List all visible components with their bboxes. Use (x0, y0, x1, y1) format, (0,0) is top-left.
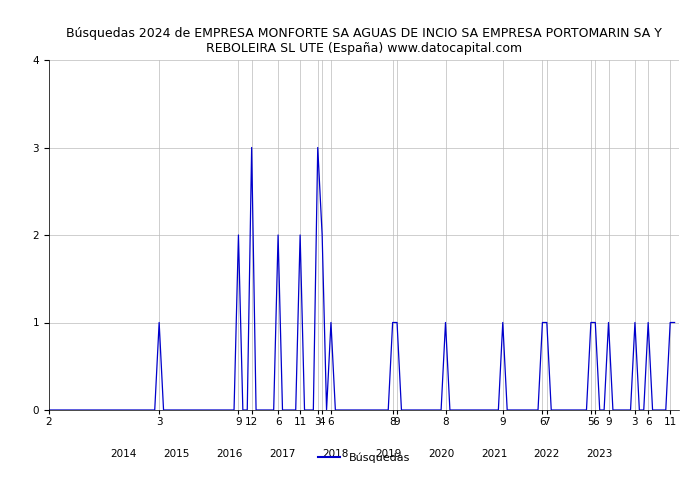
Búsquedas (248, 144, 256, 150)
Text: 2021: 2021 (481, 449, 508, 459)
Búsquedas (66, 407, 75, 413)
Text: 2023: 2023 (587, 449, 613, 459)
Búsquedas (671, 320, 679, 326)
Legend: Búsquedas: Búsquedas (314, 448, 414, 468)
Text: 2018: 2018 (322, 449, 349, 459)
Búsquedas (327, 320, 335, 326)
Text: 2015: 2015 (164, 449, 190, 459)
Búsquedas (260, 407, 269, 413)
Title: Búsquedas 2024 de EMPRESA MONFORTE SA AGUAS DE INCIO SA EMPRESA PORTOMARIN SA Y
: Búsquedas 2024 de EMPRESA MONFORTE SA AG… (66, 26, 662, 54)
Text: 2016: 2016 (216, 449, 243, 459)
Line: Búsquedas: Búsquedas (49, 148, 675, 410)
Text: 2020: 2020 (428, 449, 454, 459)
Búsquedas (45, 407, 53, 413)
Text: 2014: 2014 (111, 449, 137, 459)
Búsquedas (98, 407, 106, 413)
Text: 2017: 2017 (270, 449, 295, 459)
Búsquedas (208, 407, 216, 413)
Text: 2019: 2019 (375, 449, 401, 459)
Búsquedas (304, 407, 313, 413)
Text: 2022: 2022 (533, 449, 560, 459)
